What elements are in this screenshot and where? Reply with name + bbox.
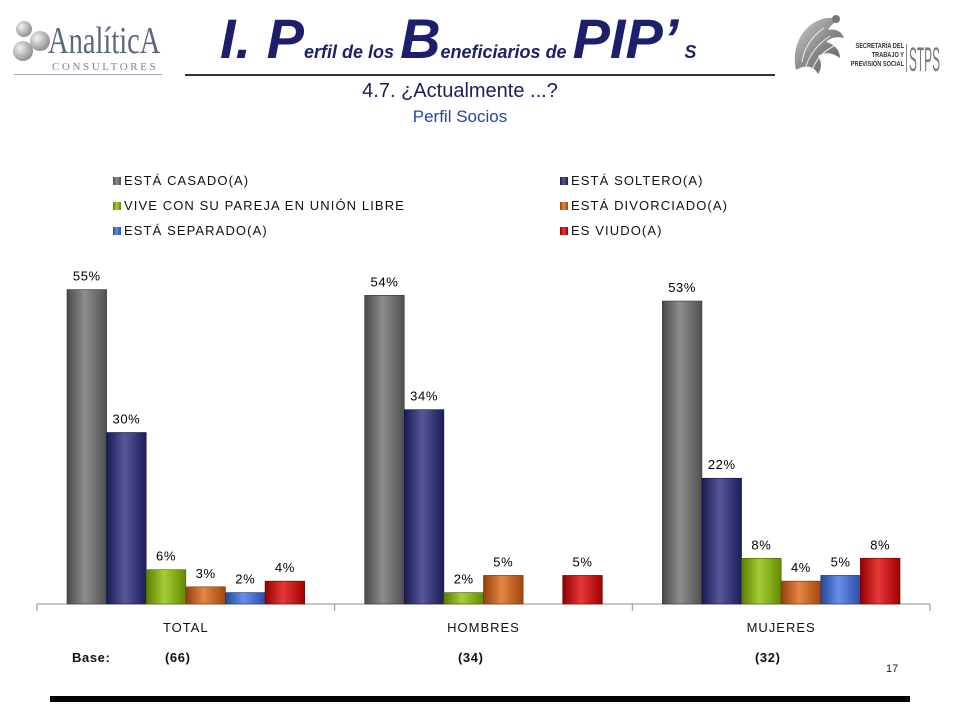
bar-total-vive-con-su-pareja-en-union-libre — [145, 569, 187, 605]
stps-acronym-text: STPS — [909, 44, 940, 74]
legend-item-casado: ESTÁ CASADO(A) — [113, 173, 249, 189]
title-part-2: erfil de los — [304, 42, 395, 62]
legend-swatch — [113, 227, 121, 235]
title-part-3: B — [400, 7, 441, 70]
legend-swatch — [560, 227, 568, 235]
bar-hombres-esta-divorciado-a — [483, 575, 524, 605]
category-label-hombres: HOMBRES — [447, 620, 520, 635]
legend-swatch — [113, 202, 121, 210]
legend-swatch — [560, 202, 568, 210]
bar-chart: 55% 30% 6% 3% 2% 4% TOTAL 54% 34% 2% 5% 5% HOMBRES 53… — [36, 269, 931, 635]
bar-hombres-vive-con-su-pareja-en-union-libre — [443, 592, 484, 605]
legend-swatch — [560, 177, 568, 185]
data-label-total-esta-divorciado-a: 3% — [196, 566, 216, 581]
bar-total-esta-casado-a — [66, 289, 107, 605]
ministry-line-2: TRABAJO Y — [871, 52, 904, 59]
legend-label: ESTÁ CASADO(A) — [124, 173, 250, 188]
footer-bar — [50, 696, 910, 702]
title-underline — [185, 74, 775, 76]
legend-swatch — [113, 177, 121, 185]
data-label-hombres-esta-soltero-a: 34% — [410, 389, 438, 404]
base-value-mujeres: (32) — [755, 650, 781, 665]
data-label-mujeres-es-viudo-a: 8% — [870, 537, 890, 552]
bar-mujeres-vive-con-su-pareja-en-union-libre — [741, 557, 782, 605]
base-label: Base: — [72, 650, 111, 665]
question-subtitle: 4.7. ¿Actualmente ...? — [362, 80, 558, 102]
bar-hombres-es-viudo-a — [562, 575, 603, 605]
legend-label: VIVE CON SU PAREJA EN UNIÓN LIBRE — [124, 198, 405, 213]
legend-item-divorciado: ESTÁ DIVORCIADO(A) — [560, 198, 728, 214]
category-label-mujeres: MUJERES — [747, 620, 816, 635]
logo-tagline: CONSULTORES — [52, 61, 159, 73]
bar-mujeres-esta-divorciado-a — [780, 580, 822, 605]
chart-marks: 55% 30% 6% 3% 2% 4% TOTAL 54% 34% 2% 5% 5% HOMBRES 53… — [36, 269, 931, 635]
bar-mujeres-es-viudo-a — [860, 557, 901, 605]
bar-total-esta-soltero-a — [106, 432, 147, 605]
data-label-hombres-esta-divorciado-a: 5% — [493, 554, 513, 569]
bar-hombres-esta-casado-a — [364, 294, 405, 605]
stps-acronym: STPS — [909, 44, 940, 74]
legend-label: ESTÁ SOLTERO(A) — [571, 173, 704, 188]
legend-label: ES VIUDO(A) — [571, 223, 663, 238]
data-label-total-es-viudo-a: 4% — [275, 560, 295, 575]
data-label-mujeres-esta-divorciado-a: 4% — [791, 560, 811, 575]
logo-circles-icon — [13, 21, 50, 61]
slide-title: I. Perfil de los Beneficiarios de PIP’ S — [220, 11, 696, 67]
data-label-total-esta-separado-a: 2% — [235, 572, 255, 587]
data-label-hombres-es-viudo-a: 5% — [573, 554, 593, 569]
legend-item-union-libre: VIVE CON SU PAREJA EN UNIÓN LIBRE — [113, 198, 405, 214]
legend-label: ESTÁ SEPARADO(A) — [124, 223, 268, 238]
data-label-total-esta-casado-a: 55% — [73, 269, 101, 284]
data-label-mujeres-esta-separado-a: 5% — [831, 554, 851, 569]
bar-mujeres-esta-separado-a — [820, 575, 861, 605]
logo-rule — [14, 74, 162, 75]
data-label-hombres-esta-casado-a: 54% — [371, 274, 399, 289]
bar-total-esta-divorciado-a — [185, 586, 226, 605]
data-label-total-esta-soltero-a: 30% — [113, 412, 141, 427]
legend-item-viudo: ES VIUDO(A) — [560, 223, 663, 239]
segment-label: Perfil Socios — [412, 107, 508, 126]
title-part-5: PIP’ — [572, 7, 679, 70]
bar-mujeres-esta-soltero-a — [701, 477, 742, 605]
bar-hombres-esta-soltero-a — [403, 409, 445, 605]
data-label-mujeres-esta-casado-a: 53% — [668, 280, 696, 295]
page-number: 17 — [886, 663, 899, 675]
bar-total-es-viudo-a — [264, 580, 305, 605]
data-label-mujeres-esta-soltero-a: 22% — [708, 457, 736, 472]
logo-divider — [906, 44, 907, 72]
logo-name: AnalíticA — [48, 20, 161, 62]
data-label-mujeres-vive-con-su-pareja-en-union-libre: 8% — [751, 537, 771, 552]
legend-item-soltero: ESTÁ SOLTERO(A) — [560, 173, 704, 189]
legend-item-separado: ESTÁ SEPARADO(A) — [113, 223, 268, 239]
title-part-6: S — [684, 42, 697, 62]
eagle-emblem-icon — [794, 15, 844, 74]
legend-label: ESTÁ DIVORCIADO(A) — [571, 198, 729, 213]
data-label-hombres-vive-con-su-pareja-en-union-libre: 2% — [454, 572, 474, 587]
base-value-total: (66) — [165, 650, 191, 665]
bar-total-esta-separado-a — [225, 592, 266, 605]
data-label-total-vive-con-su-pareja-en-union-libre: 6% — [156, 549, 176, 564]
title-part-1: I. P — [220, 7, 305, 70]
category-label-total: TOTAL — [163, 620, 209, 635]
ministry-line-1: SECRETARÍA DEL — [855, 43, 904, 50]
ministry-line-3: PREVISIÓN SOCIAL — [850, 61, 904, 68]
ministry-name: SECRETARÍA DEL TRABAJO Y PREVISIÓN SOCIA… — [848, 42, 904, 69]
bar-mujeres-esta-casado-a — [662, 300, 703, 605]
base-value-hombres: (34) — [458, 650, 484, 665]
title-part-4: eneficiarios de — [440, 42, 567, 62]
